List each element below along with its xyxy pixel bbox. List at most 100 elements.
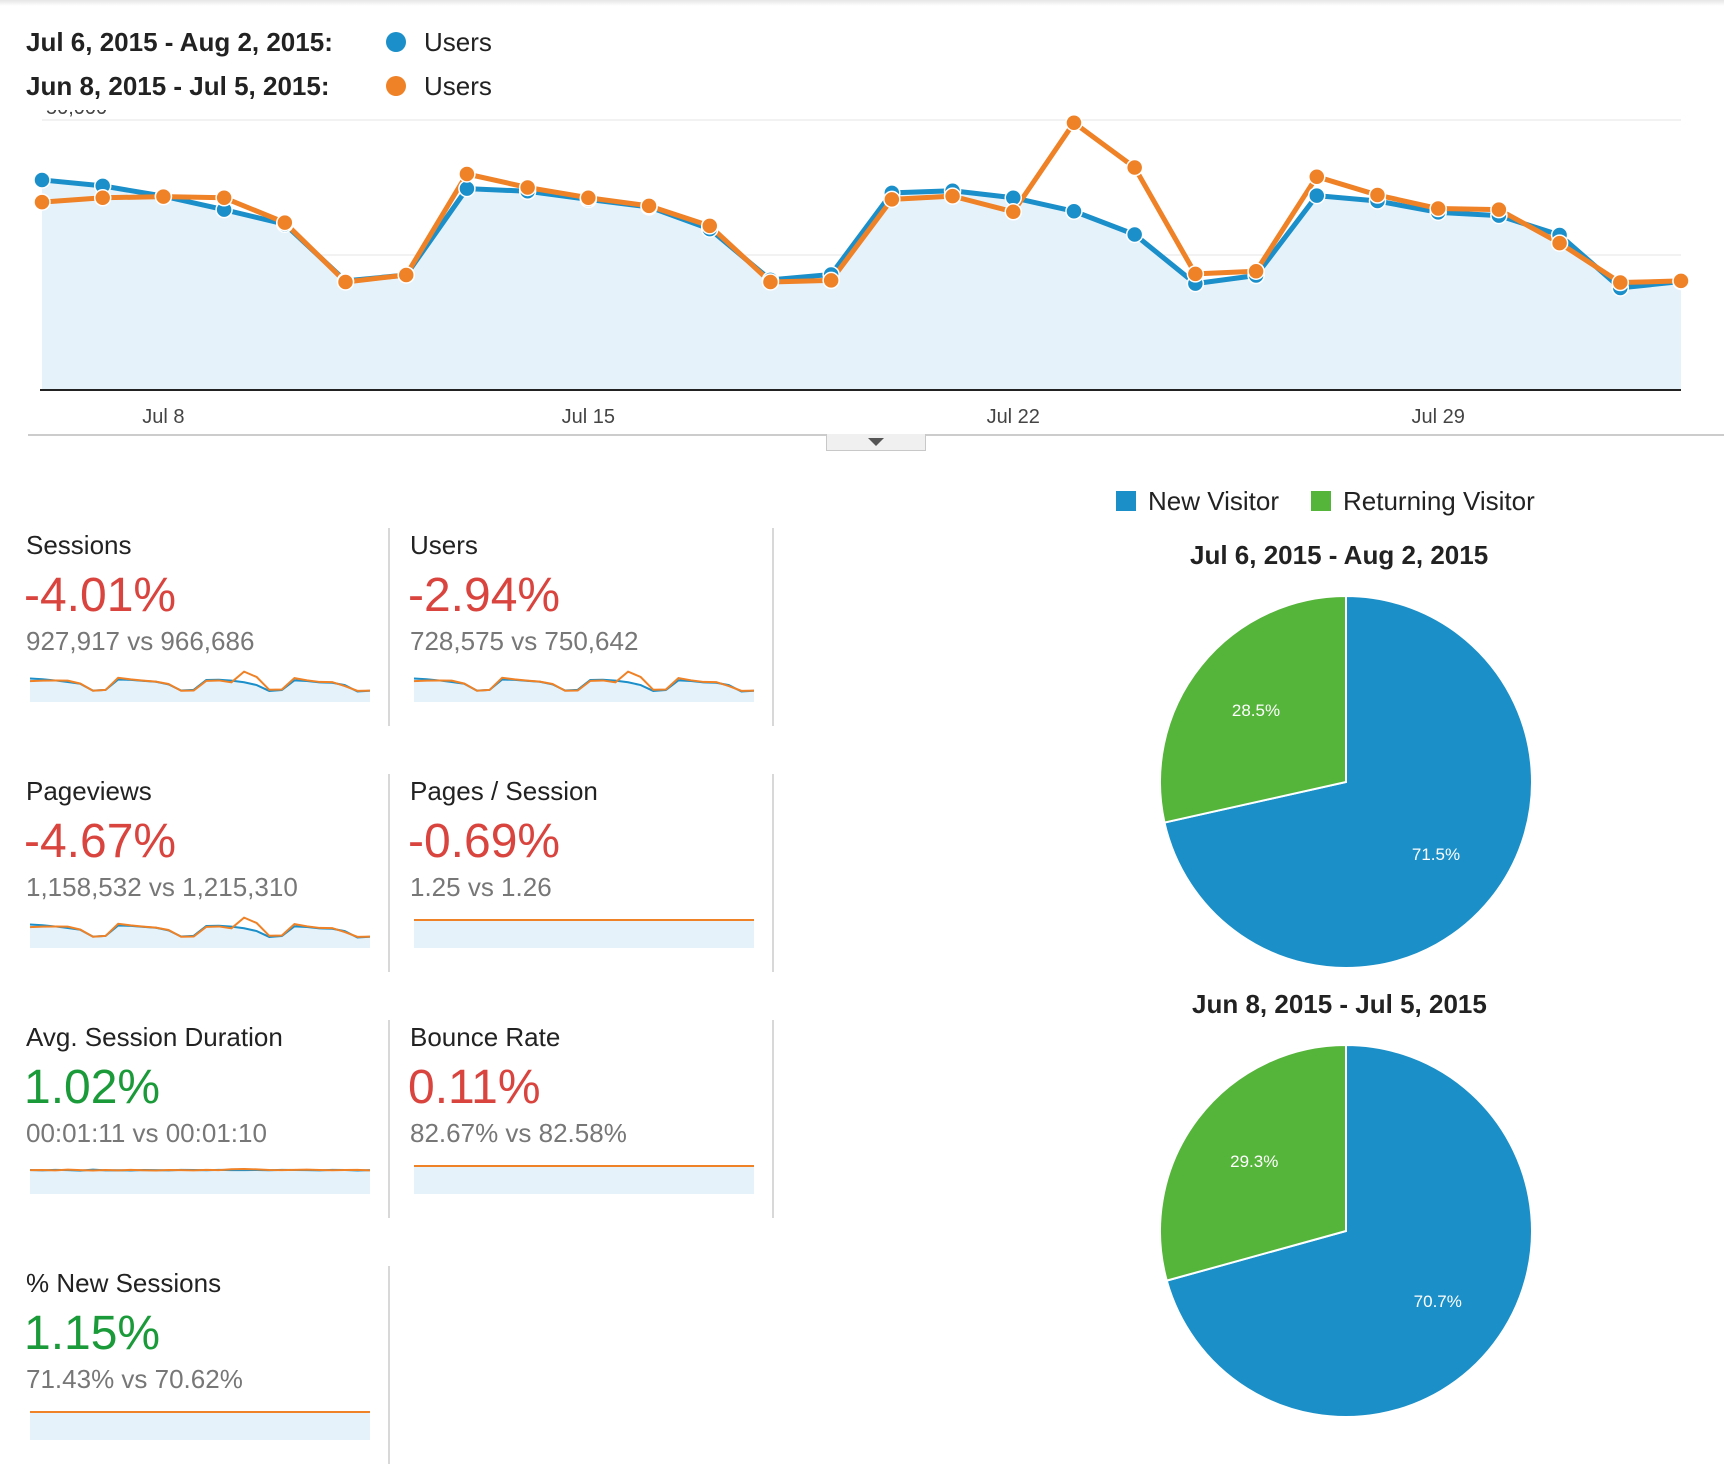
legend-dot-current [386,32,406,52]
legend-metric-current: Users [424,26,492,57]
metric-name: Users [410,530,478,560]
metric-change: 1.15% [24,1307,161,1360]
data-point-current [33,171,51,189]
data-point-previous [518,178,537,197]
data-point-previous [1550,234,1569,252]
data-point-previous [1186,265,1205,283]
data-point-previous [883,190,901,209]
data-point-previous [1004,203,1023,221]
spark-area [30,1169,370,1194]
metric-compare: 1.25 vs 1.26 [410,872,552,902]
metric-name: Sessions [26,530,132,560]
data-point-previous [1065,113,1083,132]
pie-chart-current[interactable]: 71.5% 28.5% [1156,592,1536,972]
data-point-previous [1308,167,1326,186]
data-point-previous [1125,158,1144,177]
card-divider [388,1020,390,1218]
metric-change: -4.01% [24,569,177,622]
series-line-previous [41,120,1682,286]
sparkline [30,670,370,702]
spark-line-previous [30,670,370,692]
top-shadow [0,0,1724,6]
spark-line-previous [414,670,754,692]
metric-name: Pages / Session [410,776,598,806]
card-divider [388,528,390,726]
pie-slice-label: 29.3% [1230,1152,1278,1171]
sparkline [30,1411,370,1440]
data-point-previous [397,266,415,284]
legend-swatch-returning-visitor [1311,491,1331,511]
data-point-current [1065,202,1083,221]
data-point-previous [1429,199,1447,218]
sparkline [414,919,754,948]
metric-name: % New Sessions [26,1268,222,1298]
data-point-previous [822,271,840,290]
x-tick-label: Jul 15 [562,406,615,428]
data-point-previous [700,217,719,235]
legend-range-current: Jul 6, 2015 - Aug 2, 2015: [26,26,333,57]
legend-dot-previous [386,76,406,96]
data-point-previous [215,189,233,207]
spark-area [414,920,754,948]
legend-label-returning-visitor: Returning Visitor [1343,485,1535,516]
spark-line-previous [30,916,370,938]
legend-metric-previous: Users [424,70,492,101]
metric-card-users[interactable]: Users -2.94% 728,575 vs 750,642 [408,528,782,726]
pie-legend-returning-visitor[interactable]: Returning Visitor [1311,486,1535,516]
spark-area [30,924,370,948]
data-point-previous [640,197,658,215]
metric-change: -4.67% [24,815,177,868]
metric-card-pages-per-session[interactable]: Pages / Session -0.69% 1.25 vs 1.26 [408,774,782,972]
metric-change: -0.69% [408,815,561,868]
data-point-previous [943,187,962,205]
legend-item-current[interactable]: Jul 6, 2015 - Aug 2, 2015: Users [26,27,492,57]
data-point-previous [1490,200,1508,219]
legend-range-previous: Jun 8, 2015 - Jul 5, 2015: [26,70,330,101]
metric-compare: 00:01:11 vs 00:01:10 [26,1118,267,1148]
pie-slice-label: 70.7% [1414,1292,1462,1311]
data-point-previous [1672,272,1690,290]
data-point-previous [33,193,51,211]
metric-change: 0.11% [408,1061,541,1114]
pie-slice-label: 28.5% [1232,701,1280,720]
data-point-previous [1611,273,1630,292]
legend-item-previous[interactable]: Jun 8, 2015 - Jul 5, 2015: Users [26,71,492,101]
data-point-previous [336,273,355,291]
data-point-previous [93,189,112,207]
metric-card-avg-session-duration[interactable]: Avg. Session Duration 1.02% 00:01:11 vs … [24,1020,398,1218]
card-divider [388,774,390,972]
sparkline [414,1165,754,1194]
data-point-previous [276,213,294,232]
pie-legend-new-visitor[interactable]: New Visitor [1116,486,1279,516]
metric-card-new-sessions[interactable]: % New Sessions 1.15% 71.43% vs 70.62% [24,1266,398,1464]
pie-title-current: Jul 6, 2015 - Aug 2, 2015 [1190,540,1489,570]
spark-area [414,1166,754,1194]
card-divider [772,1020,774,1218]
sparkline [30,916,370,948]
metric-card-bounce-rate[interactable]: Bounce Rate 0.11% 82.67% vs 82.58% [408,1020,782,1218]
metric-compare: 82.67% vs 82.58% [410,1118,627,1148]
pie-chart-previous[interactable]: 70.7% 29.3% [1156,1041,1536,1421]
metric-card-pageviews[interactable]: Pageviews -4.67% 1,158,532 vs 1,215,310 [24,774,398,972]
legend-swatch-new-visitor [1116,491,1136,511]
area-current [42,179,1681,390]
metric-change: 1.02% [24,1061,161,1114]
pie-slice-returning-visitor [1159,1043,1347,1282]
pie-slice-new-visitor [1165,1043,1533,1418]
metric-name: Bounce Rate [410,1022,561,1052]
card-divider [772,528,774,726]
data-point-previous [154,187,173,206]
data-point-current [458,179,476,198]
spark-area [30,1412,370,1440]
x-tick-label: Jul 29 [1411,406,1464,428]
metric-name: Pageviews [26,776,152,806]
pie-slice-label: 71.5% [1412,845,1460,864]
legend-label-new-visitor: New Visitor [1148,485,1280,516]
metric-card-sessions[interactable]: Sessions -4.01% 927,917 vs 966,686 [24,528,398,726]
metric-compare: 71.43% vs 70.62% [26,1364,243,1394]
data-point-previous [1247,262,1265,280]
collapse-chart-toggle[interactable] [826,434,926,451]
spark-line-previous [30,1168,370,1172]
